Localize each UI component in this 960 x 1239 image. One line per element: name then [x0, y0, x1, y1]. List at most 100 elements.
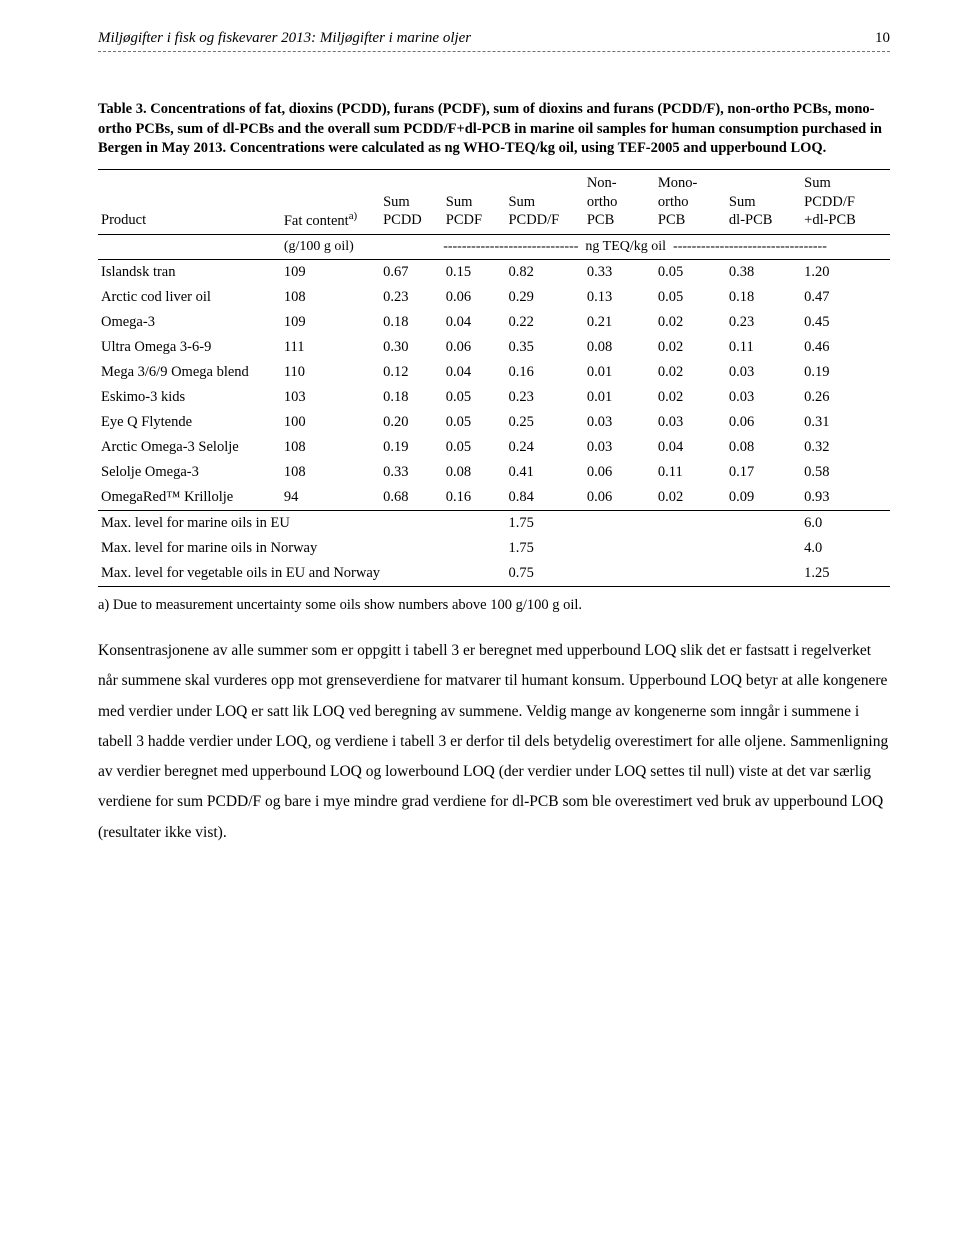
cell-product: Mega 3/6/9 Omega blend [98, 360, 281, 385]
cell-value: 0.41 [505, 460, 583, 485]
cell-value: 0.05 [655, 260, 726, 286]
cell-value: 0.09 [726, 485, 801, 511]
cell-value: 0.17 [726, 460, 801, 485]
cell-value: 0.16 [505, 360, 583, 385]
cell-limit-label: Max. level for marine oils in Norway [98, 536, 505, 561]
cell-value: 0.68 [380, 485, 443, 511]
cell-product: Ultra Omega 3-6-9 [98, 335, 281, 360]
table-row: Ultra Omega 3-6-91110.300.060.350.080.02… [98, 335, 890, 360]
cell-value: 0.18 [726, 285, 801, 310]
cell-value: 0.25 [505, 410, 583, 435]
cell-product: Arctic cod liver oil [98, 285, 281, 310]
cell-product: Selolje Omega-3 [98, 460, 281, 485]
cell-product: OmegaRed™ Krillolje [98, 485, 281, 511]
page-number: 10 [875, 30, 890, 47]
th-monoortho: Mono-orthoPCB [655, 169, 726, 235]
cell-fat: 109 [281, 310, 380, 335]
table-row: Arctic Omega-3 Selolje1080.190.050.240.0… [98, 435, 890, 460]
cell-value: 0.03 [726, 360, 801, 385]
th-total: SumPCDD/F+dl-PCB [801, 169, 890, 235]
concentrations-table: Product Fat contenta) SumPCDD SumPCDF Su… [98, 169, 890, 588]
cell-value: 0.03 [584, 410, 655, 435]
cell-value: 0.18 [380, 385, 443, 410]
cell-limit-pcddf: 0.75 [505, 561, 583, 587]
cell-value: 0.02 [655, 360, 726, 385]
cell-value: 0.47 [801, 285, 890, 310]
cell-fat: 108 [281, 460, 380, 485]
cell-value: 0.08 [726, 435, 801, 460]
cell-value: 0.33 [584, 260, 655, 286]
cell-value: 0.03 [655, 410, 726, 435]
cell-value: 0.19 [380, 435, 443, 460]
cell-fat: 103 [281, 385, 380, 410]
cell-fat: 108 [281, 285, 380, 310]
limit-row: Max. level for marine oils in Norway1.75… [98, 536, 890, 561]
cell-value: 0.06 [443, 335, 506, 360]
cell-value: 0.46 [801, 335, 890, 360]
cell-value: 0.02 [655, 310, 726, 335]
cell-product: Islandsk tran [98, 260, 281, 286]
cell-value: 0.26 [801, 385, 890, 410]
cell-value: 0.12 [380, 360, 443, 385]
cell-value: 0.82 [505, 260, 583, 286]
cell-value: 0.06 [584, 485, 655, 511]
cell-value: 0.18 [380, 310, 443, 335]
cell-value: 0.11 [726, 335, 801, 360]
cell-value: 0.20 [380, 410, 443, 435]
cell-value: 0.16 [443, 485, 506, 511]
cell-value: 0.02 [655, 485, 726, 511]
cell-value: 1.20 [801, 260, 890, 286]
cell-value: 0.22 [505, 310, 583, 335]
header-divider [98, 51, 890, 52]
cell-product: Eye Q Flytende [98, 410, 281, 435]
cell-value: 0.04 [655, 435, 726, 460]
unit-left: (g/100 g oil) [281, 235, 380, 260]
th-pcddf: SumPCDD/F [505, 169, 583, 235]
cell-value: 0.08 [584, 335, 655, 360]
cell-limit-total: 1.25 [801, 561, 890, 587]
cell-value: 0.04 [443, 310, 506, 335]
cell-value: 0.24 [505, 435, 583, 460]
limit-row: Max. level for vegetable oils in EU and … [98, 561, 890, 587]
table-caption: Table 3. Concentrations of fat, dioxins … [98, 100, 890, 159]
th-pcdd: SumPCDD [380, 169, 443, 235]
body-paragraph: Konsentrasjonene av alle summer som er o… [98, 636, 890, 848]
cell-limit-label: Max. level for marine oils in EU [98, 511, 505, 537]
table-row: Islandsk tran1090.670.150.820.330.050.38… [98, 260, 890, 286]
table-row: Omega-31090.180.040.220.210.020.230.45 [98, 310, 890, 335]
cell-value: 0.30 [380, 335, 443, 360]
cell-value: 0.32 [801, 435, 890, 460]
cell-value: 0.31 [801, 410, 890, 435]
table-row: Selolje Omega-31080.330.080.410.060.110.… [98, 460, 890, 485]
cell-value: 0.05 [443, 435, 506, 460]
cell-value: 0.06 [443, 285, 506, 310]
table-row: Arctic cod liver oil1080.230.060.290.130… [98, 285, 890, 310]
limit-row: Max. level for marine oils in EU1.756.0 [98, 511, 890, 537]
cell-value: 0.03 [726, 385, 801, 410]
th-dlpcb: Sumdl-PCB [726, 169, 801, 235]
caption-text: Table 3. Concentrations of fat, dioxins … [98, 101, 882, 156]
cell-value: 0.02 [655, 385, 726, 410]
page-header: Miljøgifter i fisk og fiskevarer 2013: M… [98, 30, 890, 47]
cell-value: 0.04 [443, 360, 506, 385]
th-pcdf: SumPCDF [443, 169, 506, 235]
table-row: Mega 3/6/9 Omega blend1100.120.040.160.0… [98, 360, 890, 385]
cell-value: 0.11 [655, 460, 726, 485]
th-fat: Fat contenta) [281, 169, 380, 235]
th-nonortho: Non-orthoPCB [584, 169, 655, 235]
cell-value: 0.67 [380, 260, 443, 286]
cell-fat: 100 [281, 410, 380, 435]
table-row: Eskimo-3 kids1030.180.050.230.010.020.03… [98, 385, 890, 410]
th-product: Product [98, 169, 281, 235]
cell-value: 0.05 [655, 285, 726, 310]
cell-value: 0.06 [584, 460, 655, 485]
cell-value: 0.45 [801, 310, 890, 335]
cell-value: 0.05 [443, 410, 506, 435]
cell-value: 0.23 [726, 310, 801, 335]
cell-value: 0.03 [584, 435, 655, 460]
cell-limit-total: 4.0 [801, 536, 890, 561]
cell-product: Omega-3 [98, 310, 281, 335]
cell-value: 0.29 [505, 285, 583, 310]
cell-limit-pcddf: 1.75 [505, 536, 583, 561]
cell-fat: 111 [281, 335, 380, 360]
